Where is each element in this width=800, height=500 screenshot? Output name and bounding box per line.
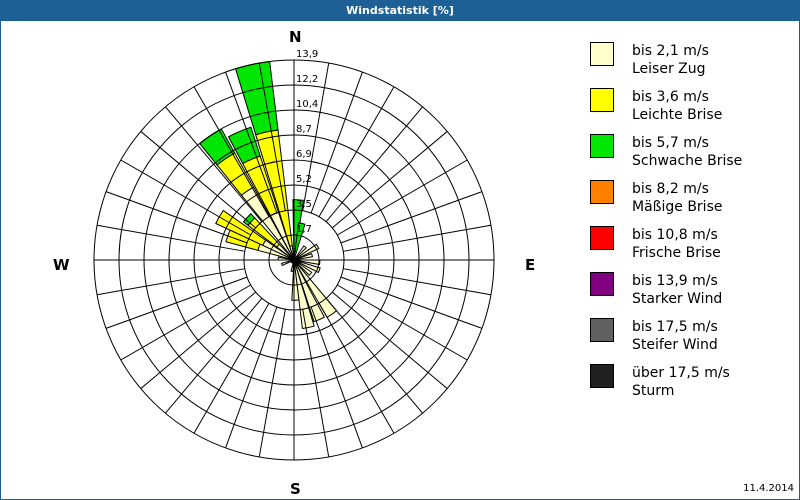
grid-spoke xyxy=(337,159,468,236)
legend-speed: bis 10,8 m/s xyxy=(632,227,718,243)
grid-spoke xyxy=(105,191,248,244)
legend-swatch xyxy=(590,180,614,204)
ring-label: 13,9 xyxy=(296,49,318,60)
legend-label: Starker Wind xyxy=(632,291,723,307)
wind-petal-segment xyxy=(293,252,314,261)
legend-swatch xyxy=(590,42,614,66)
grid-spoke xyxy=(343,268,492,296)
wind-petal-segment xyxy=(293,243,320,261)
legend-speed: bis 2,1 m/s xyxy=(632,43,709,59)
grid-spoke xyxy=(331,131,448,229)
grid-spoke xyxy=(340,276,483,329)
legend-swatch xyxy=(590,364,614,388)
grid-spoke xyxy=(310,306,363,449)
grid-spoke xyxy=(165,297,263,414)
grid-spoke xyxy=(318,303,395,434)
wind-petal-segment xyxy=(234,60,279,136)
grid-spoke xyxy=(165,106,263,223)
grid-spoke xyxy=(120,284,251,361)
grid-spoke xyxy=(140,291,257,389)
wind-petal-segment xyxy=(293,259,321,274)
ring-label: 5,2 xyxy=(296,174,312,185)
legend-label: Sturm xyxy=(632,383,675,399)
wind-petal-segment xyxy=(293,259,313,276)
legend-swatch xyxy=(590,226,614,250)
ring-label: 10,4 xyxy=(296,99,318,110)
wind-petal-segment xyxy=(294,222,306,253)
compass-north: N xyxy=(289,28,302,46)
legend-label: Steifer Wind xyxy=(632,337,718,353)
grid-spoke xyxy=(96,224,245,252)
grid-spoke xyxy=(258,309,286,458)
wind-rose-grid xyxy=(93,59,495,461)
legend-label: Leiser Zug xyxy=(632,61,706,77)
grid-spoke xyxy=(140,131,257,229)
center-hub xyxy=(290,256,298,264)
grid-spoke xyxy=(337,284,468,361)
grid-spoke xyxy=(120,159,251,236)
grid-spoke xyxy=(340,191,483,244)
ring-label: 1,7 xyxy=(296,224,312,235)
grid-spoke xyxy=(193,303,270,434)
wind-petal-segment xyxy=(225,229,261,251)
legend-speed: über 17,5 m/s xyxy=(632,365,730,381)
grid-spoke xyxy=(325,106,423,223)
legend-label: Leichte Brise xyxy=(632,107,723,123)
legend-speed: bis 8,2 m/s xyxy=(632,181,709,197)
legend-speed: bis 13,9 m/s xyxy=(632,273,718,289)
grid-spoke xyxy=(193,86,270,217)
grid-spoke xyxy=(331,291,448,389)
grid-spoke xyxy=(310,71,363,214)
legend-speed: bis 3,6 m/s xyxy=(632,89,709,105)
compass-west: W xyxy=(53,256,70,274)
ring-labels: 1,7 3,5 5,2 6,9 8,7 10,4 12,2 13,9 xyxy=(296,49,318,235)
compass-east: E xyxy=(525,256,536,274)
ring-label: 3,5 xyxy=(296,199,312,210)
grid-spoke xyxy=(225,71,278,214)
wind-petal-segment xyxy=(293,259,326,323)
ring-label: 6,9 xyxy=(296,149,312,160)
legend-label: Schwache Brise xyxy=(632,153,743,169)
legend-speed: bis 5,7 m/s xyxy=(632,135,709,151)
grid-spoke xyxy=(96,268,245,296)
grid-spoke xyxy=(302,62,330,211)
legend-label: Mäßige Brise xyxy=(632,199,723,215)
legend-swatch xyxy=(590,272,614,296)
wind-petal-segment xyxy=(215,209,267,247)
ring-label: 12,2 xyxy=(296,74,318,85)
date-stamp: 11.4.2014 xyxy=(743,483,794,494)
legend-label: Frische Brise xyxy=(632,245,721,261)
grid-spoke xyxy=(302,309,330,458)
grid-spoke xyxy=(225,306,278,449)
legend-swatch xyxy=(590,134,614,158)
legend-swatch xyxy=(590,88,614,112)
grid-spoke xyxy=(105,276,248,329)
window-title: Windstatistik [%] xyxy=(0,0,800,21)
compass-south: S xyxy=(290,480,301,498)
legend-speed: bis 17,5 m/s xyxy=(632,319,718,335)
wind-petal-segment xyxy=(293,259,315,330)
grid-spoke xyxy=(325,297,423,414)
grid-spoke xyxy=(258,62,286,211)
grid-spoke xyxy=(343,224,492,252)
wind-petal-segment xyxy=(293,245,307,261)
ring-label: 8,7 xyxy=(296,124,312,135)
grid-spoke xyxy=(318,86,395,217)
legend-swatch xyxy=(590,318,614,342)
